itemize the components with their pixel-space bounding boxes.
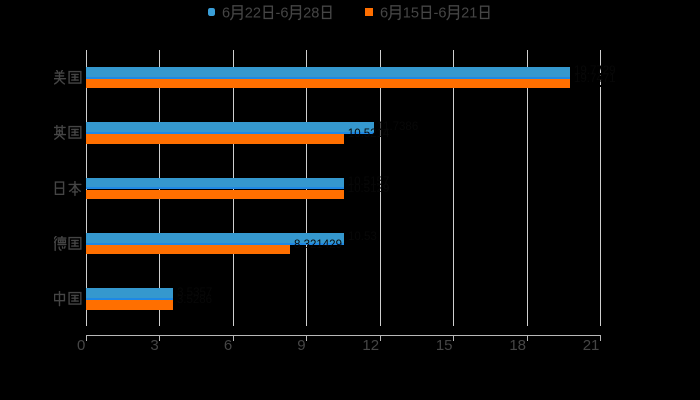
svg-text:6: 6 xyxy=(280,6,288,22)
svg-text:21: 21 xyxy=(461,6,477,22)
svg-text:-: - xyxy=(276,6,281,22)
svg-text:22: 22 xyxy=(245,6,261,22)
svg-text:28: 28 xyxy=(303,6,319,22)
svg-text:6: 6 xyxy=(380,6,388,22)
svg-text:6: 6 xyxy=(222,6,230,22)
svg-text:-: - xyxy=(433,6,438,22)
svg-text:15: 15 xyxy=(403,6,419,22)
svg-text:6: 6 xyxy=(438,6,446,22)
